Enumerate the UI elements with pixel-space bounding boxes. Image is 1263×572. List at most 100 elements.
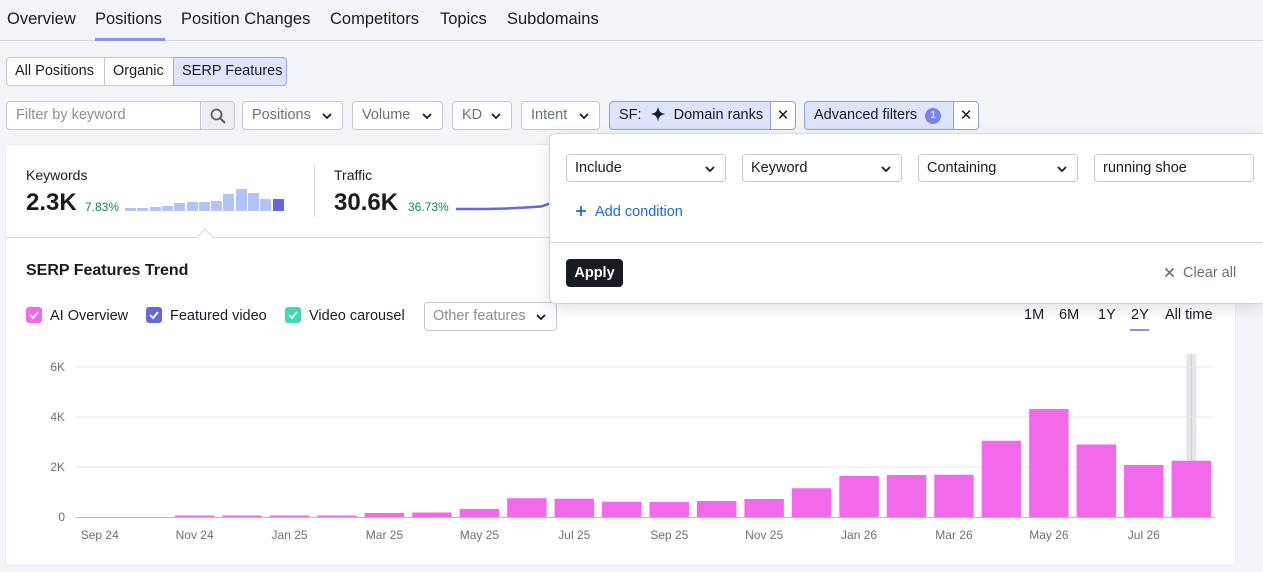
tab-topics[interactable]: Topics [440, 10, 487, 28]
sparkline-bar [272, 199, 284, 211]
volume-dropdown-label: Volume [362, 107, 411, 123]
add-condition-label: Add condition [595, 204, 683, 220]
x-tick-label: Jul 26 [1128, 528, 1160, 542]
x-tick-label: May 25 [460, 528, 500, 542]
apply-button[interactable]: Apply [566, 259, 623, 287]
y-tick-label: 0 [58, 510, 65, 524]
chart-bar [649, 502, 689, 517]
close-icon: ✕ [959, 107, 973, 124]
chevron-down-icon [1057, 166, 1067, 173]
operator-select-value: Containing [927, 160, 997, 176]
chart-bar [1076, 444, 1117, 517]
chart-bar [791, 488, 832, 517]
featured-video-checkbox[interactable] [146, 307, 162, 323]
other-features-dropdown[interactable]: Other features [424, 302, 557, 331]
x-tick-label: Jan 26 [841, 528, 877, 542]
remove-advanced-filters-button[interactable]: ✕ [953, 101, 979, 130]
video-carousel-checkbox[interactable] [285, 307, 301, 323]
period-1y[interactable]: 1Y [1098, 307, 1116, 323]
search-button[interactable] [200, 101, 235, 130]
chart-bar [602, 501, 642, 517]
advanced-filters-label: Advanced filters [814, 107, 918, 123]
sparkline-bar [235, 189, 247, 211]
y-tick-label: 6K [50, 360, 65, 374]
sf-chip-prefix: SF: [619, 107, 642, 123]
include-select-value: Include [575, 160, 622, 176]
popover-divider [550, 242, 1263, 243]
sparkline-bar [186, 201, 198, 211]
filter-value-input[interactable]: running shoe [1094, 154, 1254, 182]
x-tick-label: Sep 25 [650, 528, 688, 542]
advanced-filters-chip[interactable]: Advanced filters 1 [804, 101, 954, 130]
traffic-change: 36.73% [408, 200, 449, 214]
sparkle-icon [650, 106, 666, 122]
clear-all-button[interactable]: Clear all [1164, 265, 1236, 281]
chevron-down-icon [579, 113, 589, 120]
field-select[interactable]: Keyword [742, 154, 902, 182]
period-2y[interactable]: 2Y [1131, 307, 1149, 323]
tab-positions[interactable]: Positions [95, 10, 162, 28]
chart-bar [696, 501, 737, 517]
chart-bar [269, 515, 310, 517]
field-select-value: Keyword [751, 160, 808, 176]
keywords-label: Keywords [26, 167, 88, 183]
chart-bar [981, 440, 1022, 517]
remove-sf-filter-button[interactable]: ✕ [770, 101, 796, 130]
sparkline-bar [198, 201, 210, 211]
intent-dropdown[interactable]: Intent [521, 101, 600, 130]
sf-domain-ranks-chip[interactable]: SF: Domain ranks [609, 101, 771, 130]
segment-organic[interactable]: Organic [104, 57, 174, 86]
segment-serp-features[interactable]: SERP Features [173, 57, 287, 86]
operator-select[interactable]: Containing [918, 154, 1078, 182]
tab-position-changes[interactable]: Position Changes [181, 10, 311, 28]
legend-featured-video[interactable]: Featured video [146, 307, 267, 324]
volume-dropdown[interactable]: Volume [352, 101, 443, 130]
chart-bar [174, 515, 215, 517]
chart-bar [507, 498, 547, 517]
sparkline-bar [149, 207, 161, 211]
keywords-change: 7.83% [85, 200, 120, 214]
add-condition-button[interactable]: Add condition [575, 204, 683, 220]
ai-overview-checkbox[interactable] [26, 307, 42, 323]
x-tick-label: Jan 25 [272, 528, 308, 542]
advanced-filters-popover: Include Keyword Containing running shoe … [550, 134, 1263, 303]
period-all-time[interactable]: All time [1165, 307, 1213, 323]
positions-dropdown[interactable]: Positions [242, 101, 343, 130]
kd-dropdown-label: KD [462, 107, 483, 123]
x-tick-label: Nov 25 [745, 528, 783, 542]
x-tick-label: May 26 [1029, 528, 1069, 542]
chart-bar [554, 498, 595, 517]
y-tick-label: 4K [50, 410, 65, 424]
tab-competitors[interactable]: Competitors [330, 10, 419, 28]
x-tick-label: Sep 24 [81, 528, 119, 542]
positions-dropdown-label: Positions [252, 107, 311, 123]
active-period-underline [1130, 329, 1149, 331]
close-icon [1164, 267, 1175, 278]
kd-dropdown[interactable]: KD [452, 101, 512, 130]
tab-subdomains[interactable]: Subdomains [507, 10, 599, 28]
legend-ai-overview[interactable]: AI Overview [26, 307, 128, 324]
sparkline-bar [174, 203, 186, 211]
sparkline-bar [137, 208, 149, 211]
period-6m[interactable]: 6M [1059, 307, 1080, 323]
keywords-sparkline [125, 189, 285, 211]
sf-chip-label: Domain ranks [673, 107, 764, 123]
chart-bar [886, 475, 927, 517]
keyword-filter-input[interactable]: Filter by keyword [6, 101, 201, 130]
include-select[interactable]: Include [566, 154, 726, 182]
tab-overview[interactable]: Overview [7, 10, 76, 28]
chart-bar [1124, 465, 1164, 517]
chevron-down-icon [881, 166, 891, 173]
sparkline-bar [211, 200, 223, 211]
plus-icon [576, 206, 586, 216]
chart-bar [317, 515, 357, 517]
sparkline-bar [223, 194, 235, 211]
segment-all-positions[interactable]: All Positions [6, 57, 105, 86]
legend-video-carousel[interactable]: Video carousel [285, 307, 405, 324]
clear-all-label: Clear all [1183, 265, 1237, 281]
period-1m[interactable]: 1M [1024, 307, 1045, 323]
chart-bar [412, 512, 452, 517]
y-tick-label: 2K [50, 460, 65, 474]
active-tab-underline [95, 38, 165, 41]
x-tick-label: Jul 25 [558, 528, 590, 542]
